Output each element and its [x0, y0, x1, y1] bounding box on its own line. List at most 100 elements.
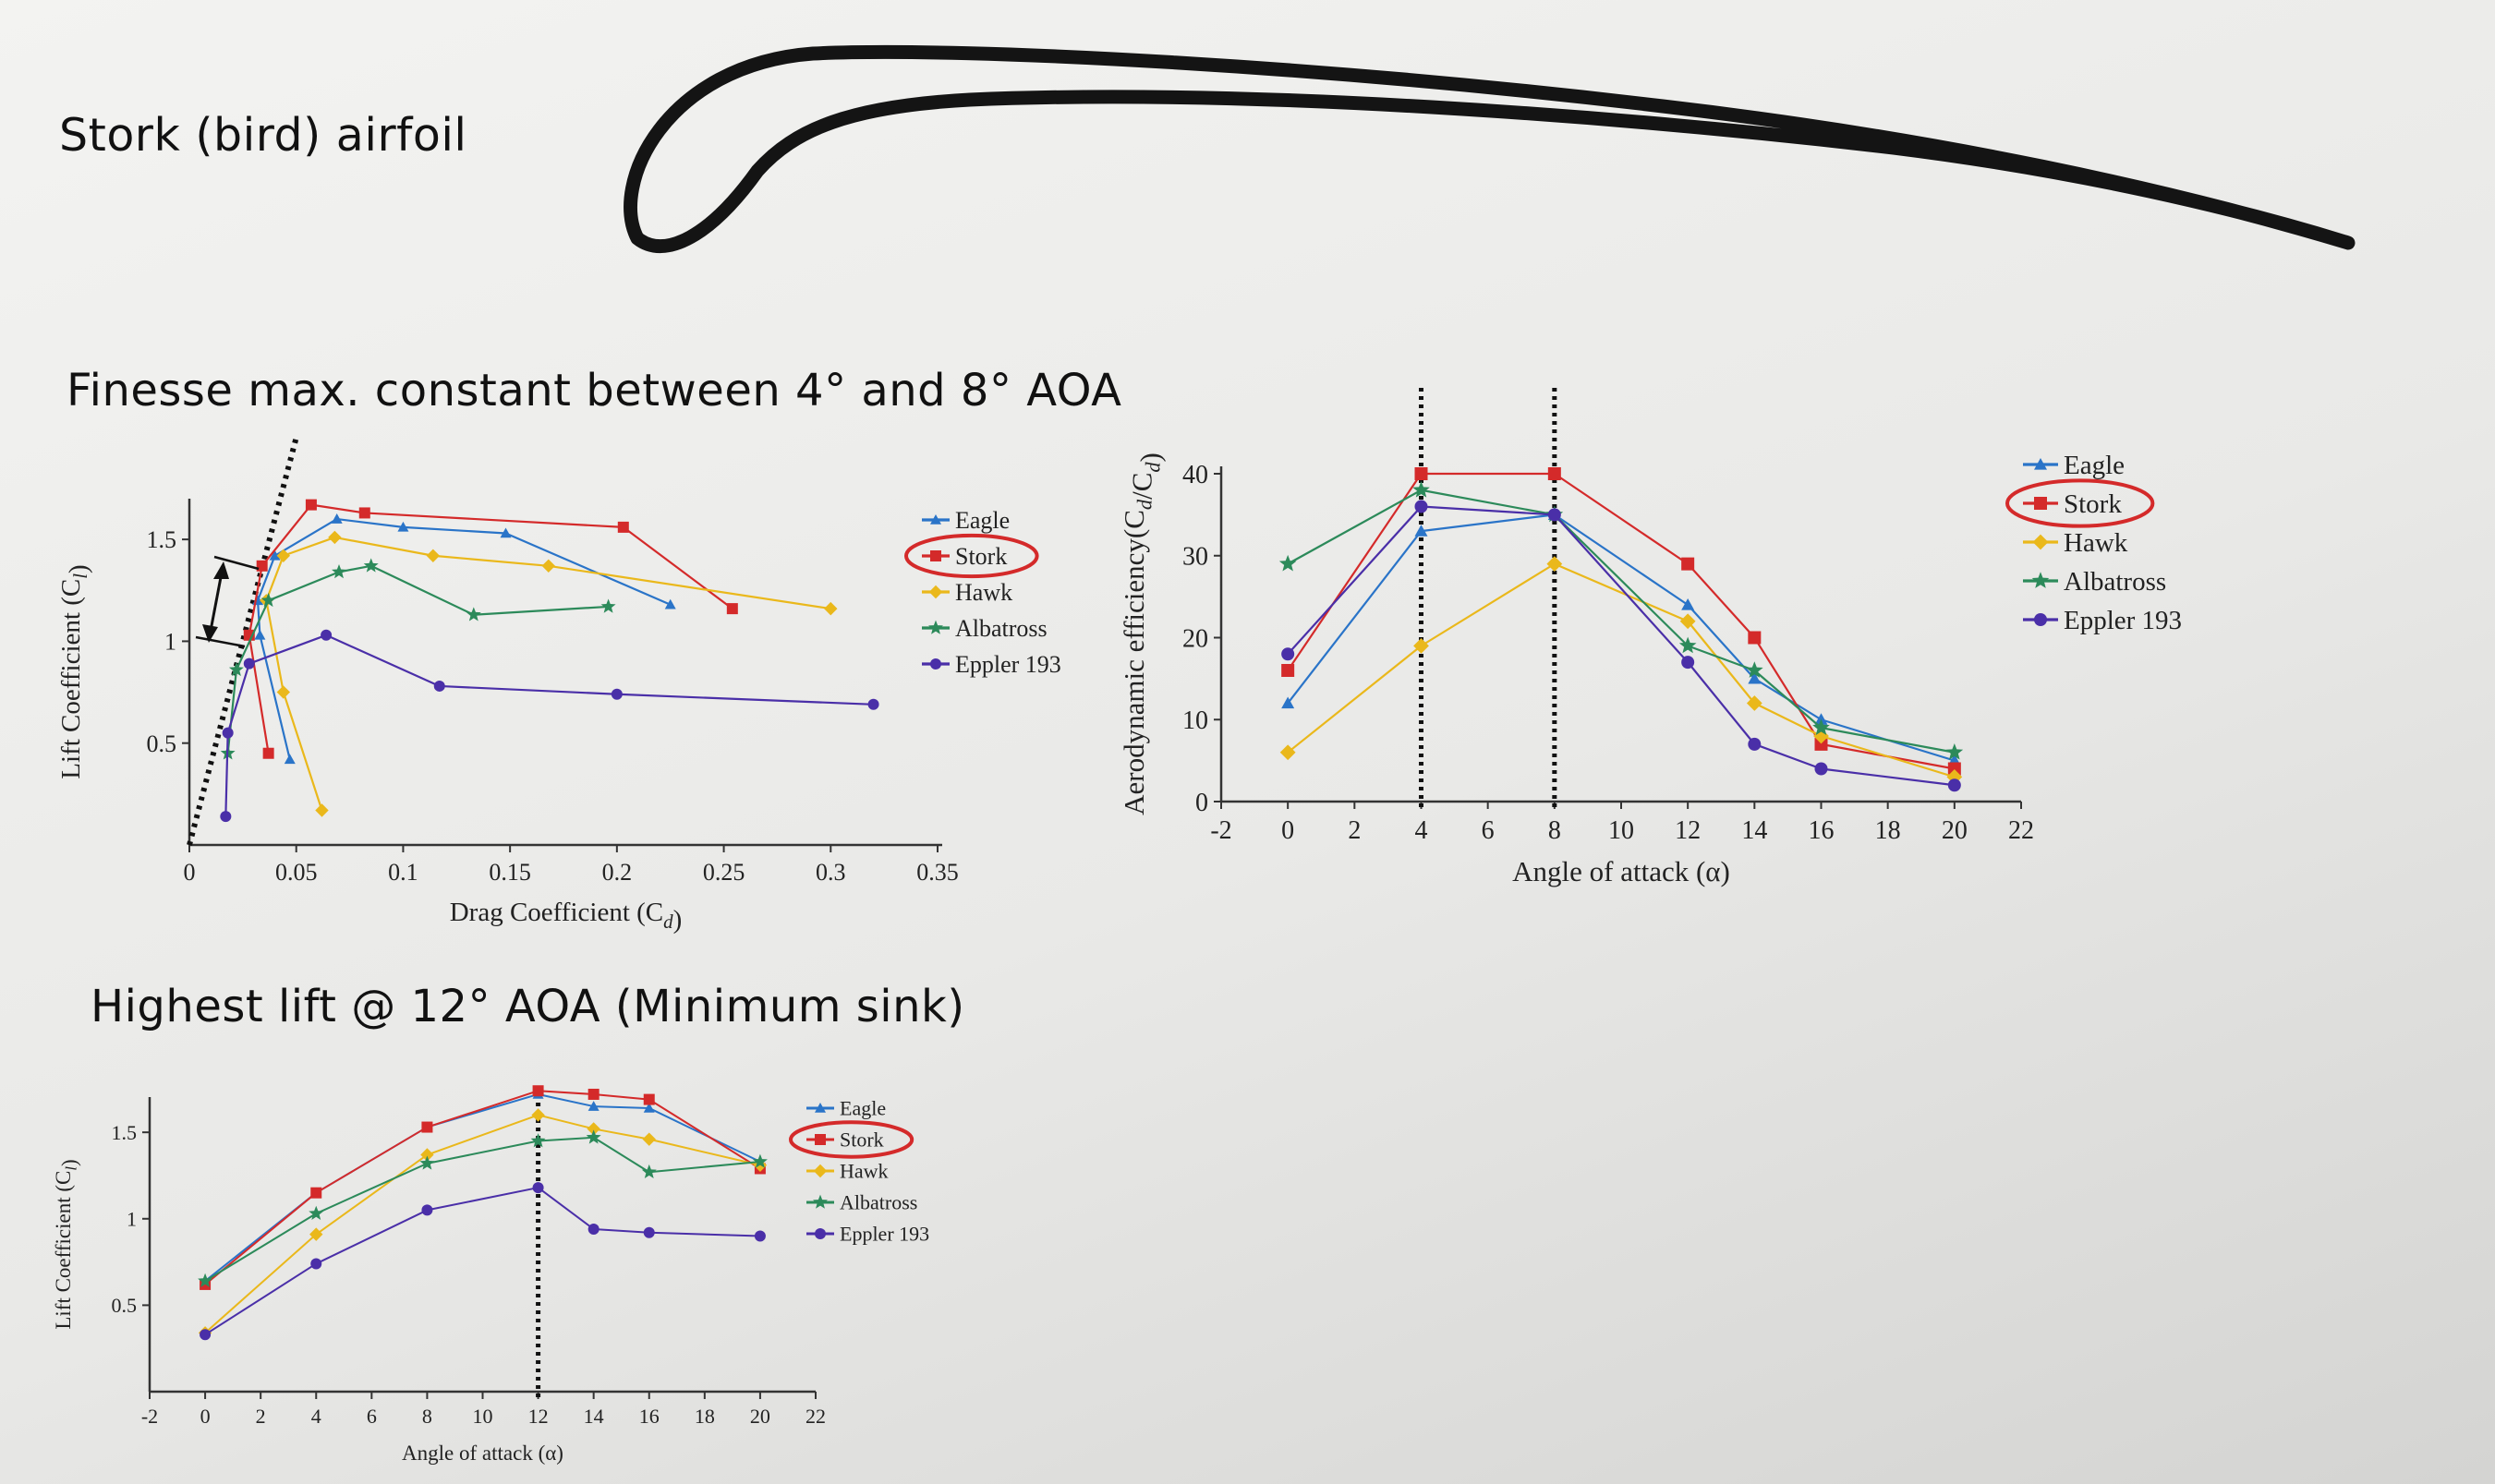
data-point-eppler-193: [611, 688, 623, 700]
data-point-stork: [256, 560, 268, 572]
legend-marker: [2031, 572, 2050, 588]
series-line-hawk: [265, 536, 831, 811]
series-line-eagle: [256, 517, 672, 760]
airfoil-title: Stork (bird) airfoil: [59, 109, 467, 162]
series-line-stork: [1287, 472, 1956, 770]
data-point-eppler-193: [532, 1182, 544, 1194]
x-tick-label: 0.35: [916, 859, 959, 886]
y-tick-label: 30: [1182, 543, 1208, 572]
x-axis-label: Drag Coefficient (Cd): [450, 898, 683, 935]
data-point-eagle: [397, 521, 409, 532]
legend-item-hawk: Hawk: [922, 579, 1012, 606]
data-point-albatross: [332, 564, 346, 579]
data-point-hawk: [276, 685, 291, 699]
data-point-stork: [1748, 631, 1762, 645]
data-point-eagle: [1414, 525, 1428, 537]
double-arrow-annotation: [195, 555, 260, 648]
legend-highlight-ellipse: [789, 1120, 914, 1159]
legend-label: Hawk: [2064, 528, 2128, 558]
data-point-eppler-193: [1281, 647, 1295, 661]
legend-marker: [815, 1134, 826, 1145]
legend-item-eagle: Eagle: [806, 1097, 886, 1120]
legend-highlight-ellipse: [2005, 478, 2155, 528]
legend-marker: [928, 585, 943, 599]
data-point-albatross: [752, 1153, 768, 1168]
x-tick-label: 0: [184, 859, 196, 886]
data-point-hawk: [1679, 613, 1696, 630]
data-point-stork: [305, 499, 317, 511]
data-point-albatross: [419, 1155, 435, 1170]
series-line-eagle: [1287, 513, 1956, 762]
x-tick-label: 22: [805, 1405, 826, 1428]
x-tick-label: 4: [311, 1405, 321, 1428]
y-tick-label: 1: [164, 629, 176, 656]
legend-label: Eagle: [955, 507, 1010, 534]
legend-item-hawk: Hawk: [2023, 528, 2128, 558]
legend-marker: [928, 620, 943, 634]
x-axis-label: Angle of attack (α): [402, 1442, 563, 1465]
data-point-eppler-193: [321, 629, 333, 641]
y-tick-label: 0: [1195, 789, 1208, 817]
series-hawk: [198, 1108, 768, 1340]
x-tick-label: 6: [1482, 816, 1495, 845]
series-line-albatross: [1287, 489, 1956, 754]
data-point-albatross: [260, 592, 276, 608]
y-tick-label: 1.5: [112, 1121, 138, 1144]
data-point-albatross: [309, 1205, 324, 1220]
legend-item-eagle: Eagle: [2023, 451, 2125, 480]
data-point-eppler-193: [1547, 508, 1561, 522]
series-stork: [1281, 467, 1961, 776]
legend-marker: [813, 1164, 828, 1178]
x-tick-label: 0.25: [703, 859, 745, 886]
data-point-eagle: [500, 527, 512, 538]
data-point-hawk: [315, 803, 329, 817]
data-point-stork: [421, 1121, 433, 1133]
legend-item-stork: Stork: [904, 533, 1039, 579]
data-point-eppler-193: [200, 1329, 212, 1341]
series-albatross: [198, 1129, 768, 1287]
series-line-hawk: [204, 1114, 761, 1334]
x-tick-label: 10: [473, 1405, 493, 1428]
data-point-eppler-193: [421, 1204, 433, 1216]
data-point-eppler-193: [754, 1230, 766, 1242]
data-point-eppler-193: [867, 698, 879, 710]
series-stork: [200, 1085, 766, 1290]
series-albatross: [1278, 480, 1964, 760]
data-point-hawk: [426, 549, 441, 562]
legend-label: Eppler 193: [955, 651, 1061, 678]
legend-marker: [2034, 458, 2047, 470]
x-tick-label: 4: [1415, 816, 1428, 845]
x-tick-label: 0.05: [275, 859, 318, 886]
data-point-stork: [1947, 762, 1961, 776]
data-point-eagle: [254, 629, 266, 640]
y-axis-label: Lift Coefficient (Cl): [56, 564, 93, 778]
legend-marker: [813, 1194, 828, 1209]
series-line-hawk: [1287, 562, 1956, 778]
series-line-eppler-193: [1287, 505, 1955, 787]
legend-item-stork: Stork: [2005, 478, 2155, 528]
series-line-eppler-193: [204, 1187, 760, 1336]
data-point-eppler-193: [1814, 762, 1828, 776]
x-tick-label: 0: [1281, 816, 1294, 845]
legend-label: Albatross: [840, 1191, 917, 1214]
data-point-stork: [726, 603, 738, 615]
data-point-eppler-193: [1414, 500, 1428, 513]
series-eppler-193: [200, 1182, 766, 1341]
x-tick-label: 16: [1809, 816, 1835, 845]
legend-marker: [2034, 613, 2047, 626]
x-tick-label: 0.15: [489, 859, 531, 886]
y-tick-label: 10: [1182, 706, 1208, 735]
data-point-albatross: [1278, 554, 1297, 572]
data-point-eppler-193: [310, 1258, 322, 1270]
x-tick-label: 8: [1548, 816, 1561, 845]
series-eagle: [1281, 508, 1961, 766]
data-point-hawk: [531, 1108, 545, 1122]
data-point-albatross: [1945, 742, 1964, 760]
legend-label: Hawk: [840, 1160, 889, 1183]
series-stork: [243, 499, 738, 759]
y-tick-label: 1.5: [147, 526, 177, 553]
data-point-eagle: [664, 598, 676, 609]
data-point-hawk: [642, 1132, 656, 1146]
legend-marker: [930, 550, 941, 561]
